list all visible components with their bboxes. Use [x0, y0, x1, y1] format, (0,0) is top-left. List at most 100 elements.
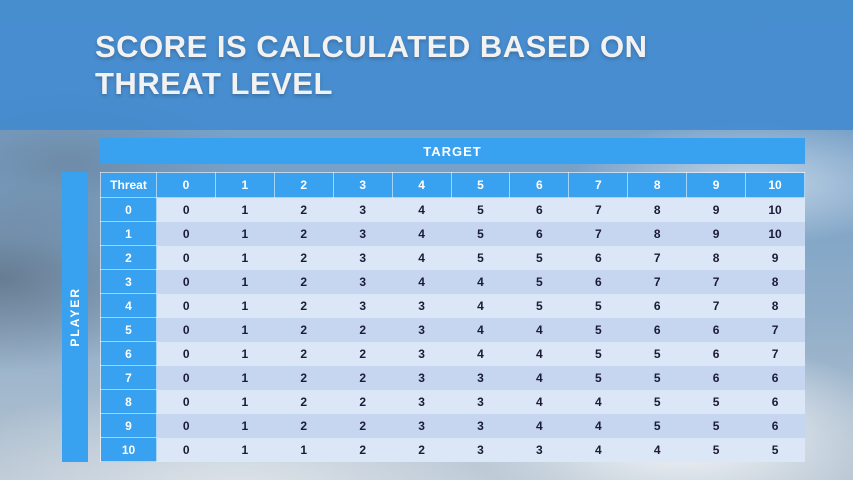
player-label: PLAYER: [68, 287, 82, 347]
score-cell: 2: [333, 413, 393, 438]
score-cell: 4: [509, 341, 569, 366]
score-cell: 2: [333, 437, 393, 462]
score-cell: 5: [627, 341, 687, 366]
score-cell: 7: [627, 245, 687, 270]
score-cell: 2: [274, 317, 334, 342]
score-cell: 5: [568, 317, 628, 342]
score-cell: 3: [333, 293, 393, 318]
score-cell: 3: [333, 269, 393, 294]
score-cell: 1: [215, 245, 275, 270]
score-cell: 6: [745, 365, 805, 390]
score-cell: 8: [627, 197, 687, 222]
score-cell: 2: [274, 245, 334, 270]
column-header: 0: [156, 172, 216, 198]
score-cell: 4: [392, 221, 452, 246]
score-cell: 2: [333, 389, 393, 414]
table-row: 1 0 1 2 3 4 5 6 7 8 9 10: [100, 221, 805, 246]
score-cell: 5: [627, 365, 687, 390]
score-cell: 3: [451, 365, 510, 390]
slide-title: SCORE IS CALCULATED BASED ON THREAT LEVE…: [95, 28, 648, 102]
score-cell: 2: [274, 221, 334, 246]
table-row: 0 0 1 2 3 4 5 6 7 8 9 10: [100, 197, 805, 222]
column-header: 3: [332, 172, 393, 198]
score-cell: 9: [745, 245, 805, 270]
row-header-threat: 9: [100, 413, 157, 438]
column-header: 1: [214, 172, 275, 198]
row-header-threat: 8: [100, 389, 157, 414]
score-cell: 3: [451, 437, 510, 462]
score-cell: 0: [156, 293, 216, 318]
score-cell: 0: [156, 341, 216, 366]
score-cell: 2: [274, 293, 334, 318]
target-label: TARGET: [423, 143, 482, 159]
column-header: 4: [391, 172, 452, 198]
score-cell: 1: [215, 317, 275, 342]
score-cell: 2: [274, 269, 334, 294]
score-cell: 3: [392, 413, 452, 438]
score-cell: 6: [568, 269, 628, 294]
score-cell: 4: [509, 413, 569, 438]
score-cell: 8: [745, 293, 805, 318]
score-cell: 5: [451, 197, 510, 222]
score-cell: 3: [392, 389, 452, 414]
score-cell: 4: [568, 413, 628, 438]
row-header-threat: 3: [100, 269, 157, 294]
score-cell: 8: [686, 245, 746, 270]
score-cell: 3: [333, 197, 393, 222]
score-cell: 0: [156, 317, 216, 342]
score-cell: 5: [745, 437, 805, 462]
score-cell: 4: [451, 341, 510, 366]
score-cell: 5: [627, 413, 687, 438]
score-cell: 1: [215, 221, 275, 246]
column-header: 2: [273, 172, 334, 198]
score-cell: 5: [686, 389, 746, 414]
score-cell: 2: [274, 197, 334, 222]
score-cell: 4: [392, 245, 452, 270]
score-cell: 2: [333, 317, 393, 342]
score-cell: 4: [509, 365, 569, 390]
row-header-threat: 5: [100, 317, 157, 342]
corner-header-threat: Threat: [100, 172, 157, 198]
column-header: 10: [745, 172, 805, 198]
score-cell: 10: [745, 221, 805, 246]
score-cell: 2: [274, 413, 334, 438]
score-cell: 6: [627, 317, 687, 342]
score-cell: 5: [509, 269, 569, 294]
table-header-row: Threat 0 1 2 3 4 5 6 7 8 9 10: [100, 172, 805, 198]
column-header: 9: [686, 172, 747, 198]
score-cell: 5: [509, 245, 569, 270]
score-cell: 1: [274, 437, 334, 462]
score-cell: 0: [156, 221, 216, 246]
score-cell: 7: [686, 269, 746, 294]
score-cell: 1: [215, 437, 275, 462]
score-cell: 1: [215, 389, 275, 414]
score-cell: 7: [686, 293, 746, 318]
score-cell: 1: [215, 365, 275, 390]
score-cell: 0: [156, 365, 216, 390]
score-cell: 6: [686, 341, 746, 366]
score-cell: 5: [686, 413, 746, 438]
player-axis-header: PLAYER: [62, 172, 88, 462]
score-cell: 4: [451, 269, 510, 294]
table-row: 10 0 1 1 2 2 3 3 4 4 5 5: [100, 437, 805, 462]
score-cell: 0: [156, 413, 216, 438]
score-cell: 3: [451, 413, 510, 438]
score-cell: 7: [568, 221, 628, 246]
score-cell: 5: [509, 293, 569, 318]
score-cell: 1: [215, 197, 275, 222]
score-cell: 3: [509, 437, 569, 462]
score-cell: 8: [627, 221, 687, 246]
score-cell: 1: [215, 269, 275, 294]
score-cell: 2: [392, 437, 452, 462]
score-cell: 6: [686, 365, 746, 390]
score-cell: 3: [333, 221, 393, 246]
score-cell: 3: [392, 365, 452, 390]
column-header: 6: [509, 172, 570, 198]
